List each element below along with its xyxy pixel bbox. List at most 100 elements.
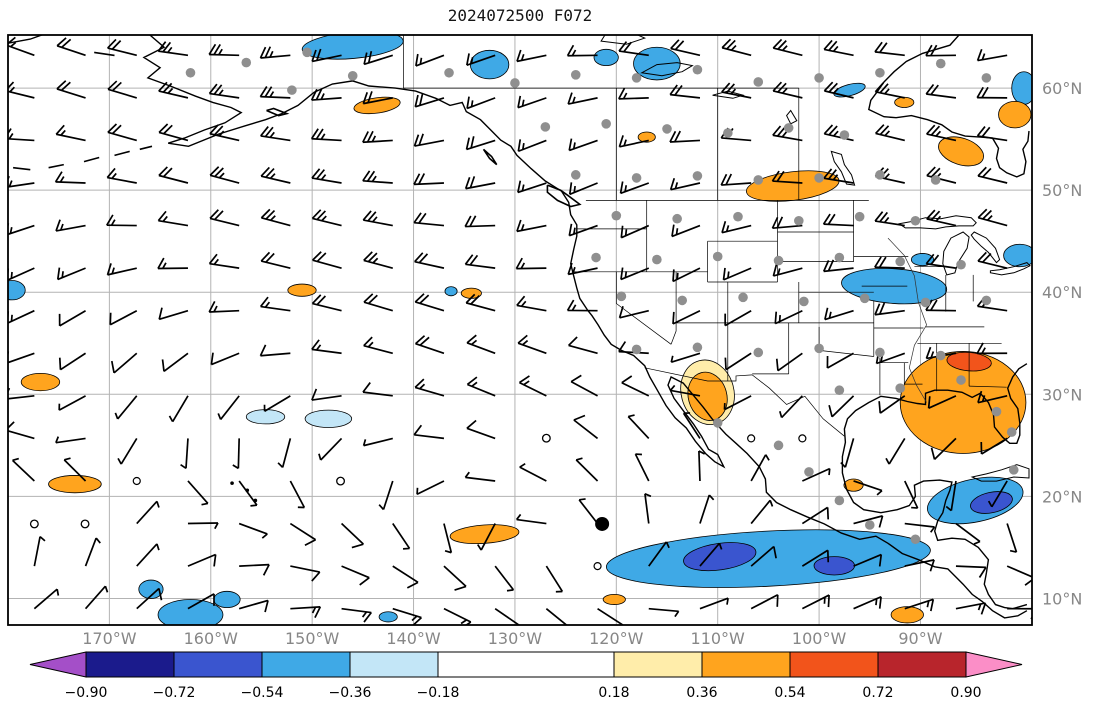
barb-full-tick: [930, 299, 938, 311]
barb-staff: [311, 394, 342, 401]
barb-staff: [363, 344, 393, 355]
colorbar-segment: [349, 651, 439, 678]
station-dot: [591, 252, 601, 263]
barb-full-tick: [414, 94, 419, 107]
barb-half-tick: [471, 381, 478, 387]
station-dot: [864, 520, 875, 530]
barb-half-tick: [218, 48, 223, 56]
anomaly-patch-sky: [1003, 243, 1032, 268]
barb-full-tick: [874, 82, 884, 93]
barb-half-tick: [162, 215, 168, 222]
x-tick-label: 120°W: [589, 629, 644, 648]
station-dot: [185, 67, 196, 78]
barb-staff: [801, 506, 829, 525]
colorbar-tick-label: −0.72: [153, 685, 196, 701]
barb-staff: [55, 224, 86, 232]
x-tick-label: 90°W: [898, 629, 942, 648]
barb-full-tick: [567, 92, 573, 105]
coastline: [841, 363, 1028, 610]
barb-staff: [120, 437, 138, 465]
barb-staff: [238, 599, 269, 610]
barb-staff: [311, 137, 342, 142]
barb-staff: [117, 395, 138, 420]
barb-full-tick: [927, 396, 931, 409]
barb-full-tick: [771, 170, 780, 182]
barb-staff: [670, 93, 701, 99]
colorbar-tick-label: 0.54: [774, 685, 805, 701]
barb-staff: [466, 97, 496, 110]
barb-staff: [879, 395, 906, 414]
barb-full-tick: [464, 177, 471, 189]
barb-half-tick: [95, 537, 101, 544]
barb-full-tick: [671, 224, 675, 237]
barb-full-tick: [721, 220, 727, 233]
colorbar-tick-label: −0.18: [417, 685, 460, 701]
anomaly-patch-orange: [353, 96, 401, 115]
barb-full-tick: [315, 128, 324, 140]
barb-full-tick: [929, 559, 935, 572]
barb-full-tick: [566, 44, 575, 57]
barb-staff: [158, 219, 189, 227]
barb-full-tick: [418, 253, 429, 264]
barb-half-tick: [665, 541, 670, 549]
barb-half-tick: [168, 415, 174, 423]
barb-full-tick: [823, 124, 834, 135]
station-dot: [692, 342, 703, 353]
barb-half-tick: [320, 133, 326, 140]
barb-half-tick: [726, 598, 729, 605]
barb-full-tick: [722, 267, 726, 280]
barb-half-tick: [884, 88, 890, 95]
barb-half-tick: [674, 610, 680, 618]
anomaly-patch-orange: [894, 96, 915, 108]
barb-full-tick: [976, 126, 986, 137]
barb-staff: [209, 217, 240, 227]
station-dot: [611, 210, 622, 221]
colorbar-tick-label: 0.36: [686, 685, 717, 701]
barb-half-tick: [986, 215, 993, 221]
island-outline: [13, 166, 31, 171]
barb-staff: [721, 224, 752, 234]
barb-staff: [415, 97, 445, 108]
barb-full-tick: [162, 82, 173, 93]
barb-staff: [107, 88, 138, 99]
barb-full-tick: [879, 211, 889, 223]
station-dot: [859, 293, 870, 304]
station-dot: [834, 495, 845, 506]
barb-staff: [340, 522, 364, 545]
barb-half-tick: [269, 91, 275, 98]
barb-half-tick: [506, 589, 514, 592]
station-dot: [631, 173, 642, 183]
barb-full-tick: [930, 125, 941, 136]
barb-staff: [209, 174, 240, 184]
barb-staff: [773, 47, 803, 57]
barb-full-tick: [618, 87, 626, 100]
barb-full-tick: [720, 173, 728, 186]
anomaly-patch-orange: [20, 372, 61, 392]
barb-half-tick: [623, 139, 627, 147]
barb-staff: [888, 437, 906, 465]
barb-half-tick: [250, 504, 258, 507]
barb-half-tick: [520, 224, 525, 231]
barb-full-tick: [414, 293, 425, 303]
anomaly-patch-sky: [469, 49, 510, 80]
barb-full-tick: [822, 213, 831, 225]
lake-outline: [600, 35, 647, 45]
barb-full-tick: [363, 251, 373, 262]
barb-staff: [977, 135, 1008, 142]
barb-half-tick: [64, 457, 71, 461]
barb-staff: [777, 352, 803, 372]
barb-staff: [363, 437, 393, 447]
anomaly-patch-sky: [301, 35, 404, 60]
barb-staff: [237, 438, 241, 469]
barb-half-tick: [572, 266, 576, 274]
lake-outline: [640, 62, 694, 77]
barb-full-tick: [828, 40, 838, 51]
barb-half-tick: [884, 130, 891, 137]
station-dot: [910, 534, 921, 545]
barb-half-tick: [318, 453, 322, 461]
barb-staff: [724, 395, 752, 411]
barb-half-tick: [675, 228, 679, 235]
colorbar-segment: [877, 651, 967, 678]
barb-staff: [824, 309, 854, 321]
barb-full-tick: [312, 251, 322, 261]
